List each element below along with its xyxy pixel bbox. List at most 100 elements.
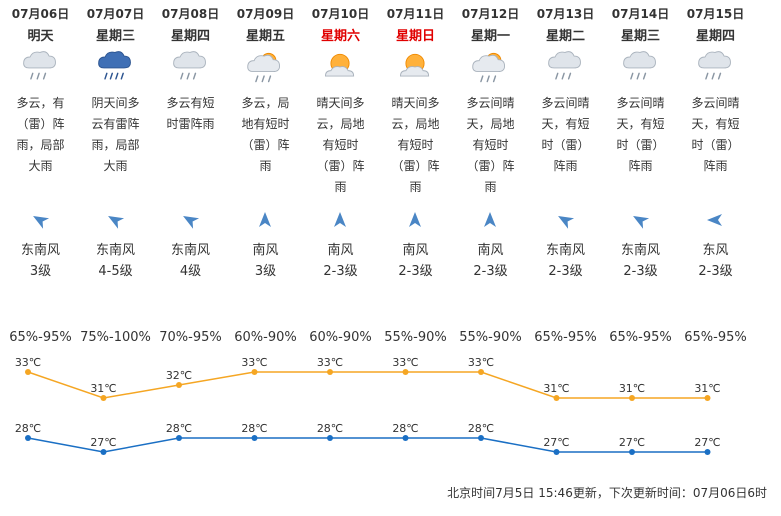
description-line: 雨 (484, 180, 497, 194)
description-line: 大雨 (103, 159, 128, 173)
high-temp-point (553, 395, 560, 401)
weather-description: 晴天间多 云，局地 有短时 （雷）阵雨 (381, 93, 450, 198)
wind-level: 2-3级 (473, 264, 508, 279)
wind-arrow-southeast-icon (558, 216, 575, 229)
wind-level: 2-3级 (323, 264, 358, 279)
day-date: 07月08日 (161, 7, 220, 21)
wind-arrow-south-icon (484, 212, 496, 227)
low-temp-label: 28℃ (317, 422, 343, 435)
wind-direction: 东南风 (20, 243, 60, 258)
wind-arrow-south-icon (259, 212, 271, 227)
wind-direction: 南风 (327, 243, 354, 258)
high-temp-label: 33℃ (15, 356, 41, 369)
description-line: 阵雨 (703, 159, 728, 173)
day-date: 07月12日 (461, 7, 520, 21)
weather-description: 多云有短 时雷阵雨 (156, 93, 225, 135)
description-line: （雷）阵 (316, 159, 365, 173)
wind-arrow-east-icon (707, 214, 722, 226)
weather-description: 多云间晴天，有短时（雷） 阵雨 (606, 93, 675, 177)
humidity-range: 65%-95% (609, 330, 672, 345)
day-date: 07月09日 (236, 7, 295, 21)
high-temp-label: 31℃ (694, 382, 720, 395)
description-line: 阴天间多 (91, 96, 140, 110)
description-line: 多云间晴 (541, 96, 590, 110)
day-date: 07月06日 (11, 7, 70, 21)
description-line: 多云有短 (166, 96, 215, 110)
low-temp-point (478, 435, 484, 441)
description-line: 天，有短 (616, 117, 665, 131)
wind-level: 2-3级 (548, 264, 583, 279)
weather-description: 晴天间多 云，局地 有短时 （雷）阵雨 (306, 93, 375, 198)
wind-level: 3级 (29, 264, 52, 279)
wind-direction: 东南风 (170, 243, 210, 258)
wind-level: 2-3级 (623, 264, 658, 279)
low-temp-label: 27℃ (543, 436, 569, 449)
high-temp-label: 32℃ (166, 369, 192, 382)
day-date: 07月13日 (536, 7, 595, 21)
description-line: 多云间晴 (616, 96, 665, 110)
wind-direction: 东南风 (95, 243, 135, 258)
high-temp-label: 31℃ (90, 382, 116, 395)
day-weekday: 星期三 (620, 29, 660, 44)
low-temp-label: 27℃ (90, 436, 116, 449)
description-line: 时雷阵雨 (166, 117, 215, 131)
low-temp-point (704, 449, 711, 455)
day-date: 07月07日 (86, 7, 145, 21)
low-temp-point (25, 435, 31, 441)
description-line: 阵雨 (553, 159, 578, 173)
thunderstorm-heavy-rain-icon (98, 51, 131, 80)
day-date: 07月10日 (311, 7, 370, 21)
wind-arrow-southeast-icon (633, 216, 650, 229)
day-weekday: 明天 (27, 29, 54, 44)
low-temp-point (629, 449, 635, 455)
partly-cloudy-rain-icon (472, 52, 506, 83)
high-temp-line (27, 371, 708, 399)
description-line: 天，有短 (691, 117, 740, 131)
high-temp-point (629, 395, 635, 401)
description-line: 雨 (334, 180, 347, 194)
description-line: （雷）阵 (391, 159, 440, 173)
high-temp-point (402, 369, 409, 375)
sunny-cloudy-icon (324, 53, 355, 77)
description-line: 时（雷） (616, 138, 665, 152)
wind-arrow-southeast-icon (183, 216, 200, 229)
weather-description: 多云间晴 天，有短 时（雷） 阵雨 (531, 93, 600, 177)
humidity-range: 65%-95% (534, 330, 597, 345)
description-line: 阵雨 (628, 159, 653, 173)
humidity-range: 75%-100% (80, 330, 151, 345)
weather-description: 多云，有 （雷）阵 雨，局部 大雨 (6, 93, 75, 177)
wind-level: 2-3级 (698, 264, 733, 279)
day-date: 07月15日 (686, 7, 745, 21)
high-temp-label: 33℃ (392, 356, 418, 369)
wind-direction: 东南风 (545, 243, 585, 258)
description-line: 雨 (259, 159, 272, 173)
high-temp-label: 33℃ (317, 356, 343, 369)
wind-level: 4-5级 (98, 264, 133, 279)
description-line: 雨 (409, 180, 422, 194)
partly-cloudy-rain-icon (247, 52, 281, 83)
low-temp-point (176, 435, 182, 441)
cloudy-rain-icon (623, 51, 656, 80)
humidity-range: 55%-90% (459, 330, 522, 345)
description-line: 多云，有 (16, 96, 65, 110)
wind-direction: 南风 (252, 243, 279, 258)
wind-arrow-southeast-icon (108, 216, 125, 229)
low-temp-label: 27℃ (619, 436, 645, 449)
high-temp-point (100, 395, 107, 401)
day-weekday: 星期日 (395, 29, 435, 44)
cloudy-rain-icon (173, 51, 206, 80)
description-line: 晴天间多 (316, 96, 365, 110)
high-temp-point (327, 369, 333, 375)
temperature-chart: 33℃ 31℃ 32℃ 33℃ 33℃ 33℃ 33℃ 31℃ 31℃ 31℃ 28℃ 27℃ 28℃ 2… (15, 356, 721, 455)
sunny-cloudy-icon (399, 53, 430, 77)
day-weekday: 星期四 (170, 29, 210, 44)
high-temp-label: 33℃ (241, 356, 267, 369)
cloudy-rain-icon (548, 51, 581, 80)
wind-arrow-southeast-icon (33, 216, 50, 229)
description-line: （雷）阵 (466, 159, 515, 173)
wind-level: 3级 (254, 264, 277, 279)
humidity-range: 55%-90% (384, 330, 447, 345)
low-temp-point (402, 435, 409, 441)
forecast-panel: 07月06日 明天多云，有 （雷）阵 雨，局部 大雨东南风 3级 07月07日星期三阴天间多… (6, 7, 745, 279)
description-line: 云，局地 (391, 117, 440, 131)
